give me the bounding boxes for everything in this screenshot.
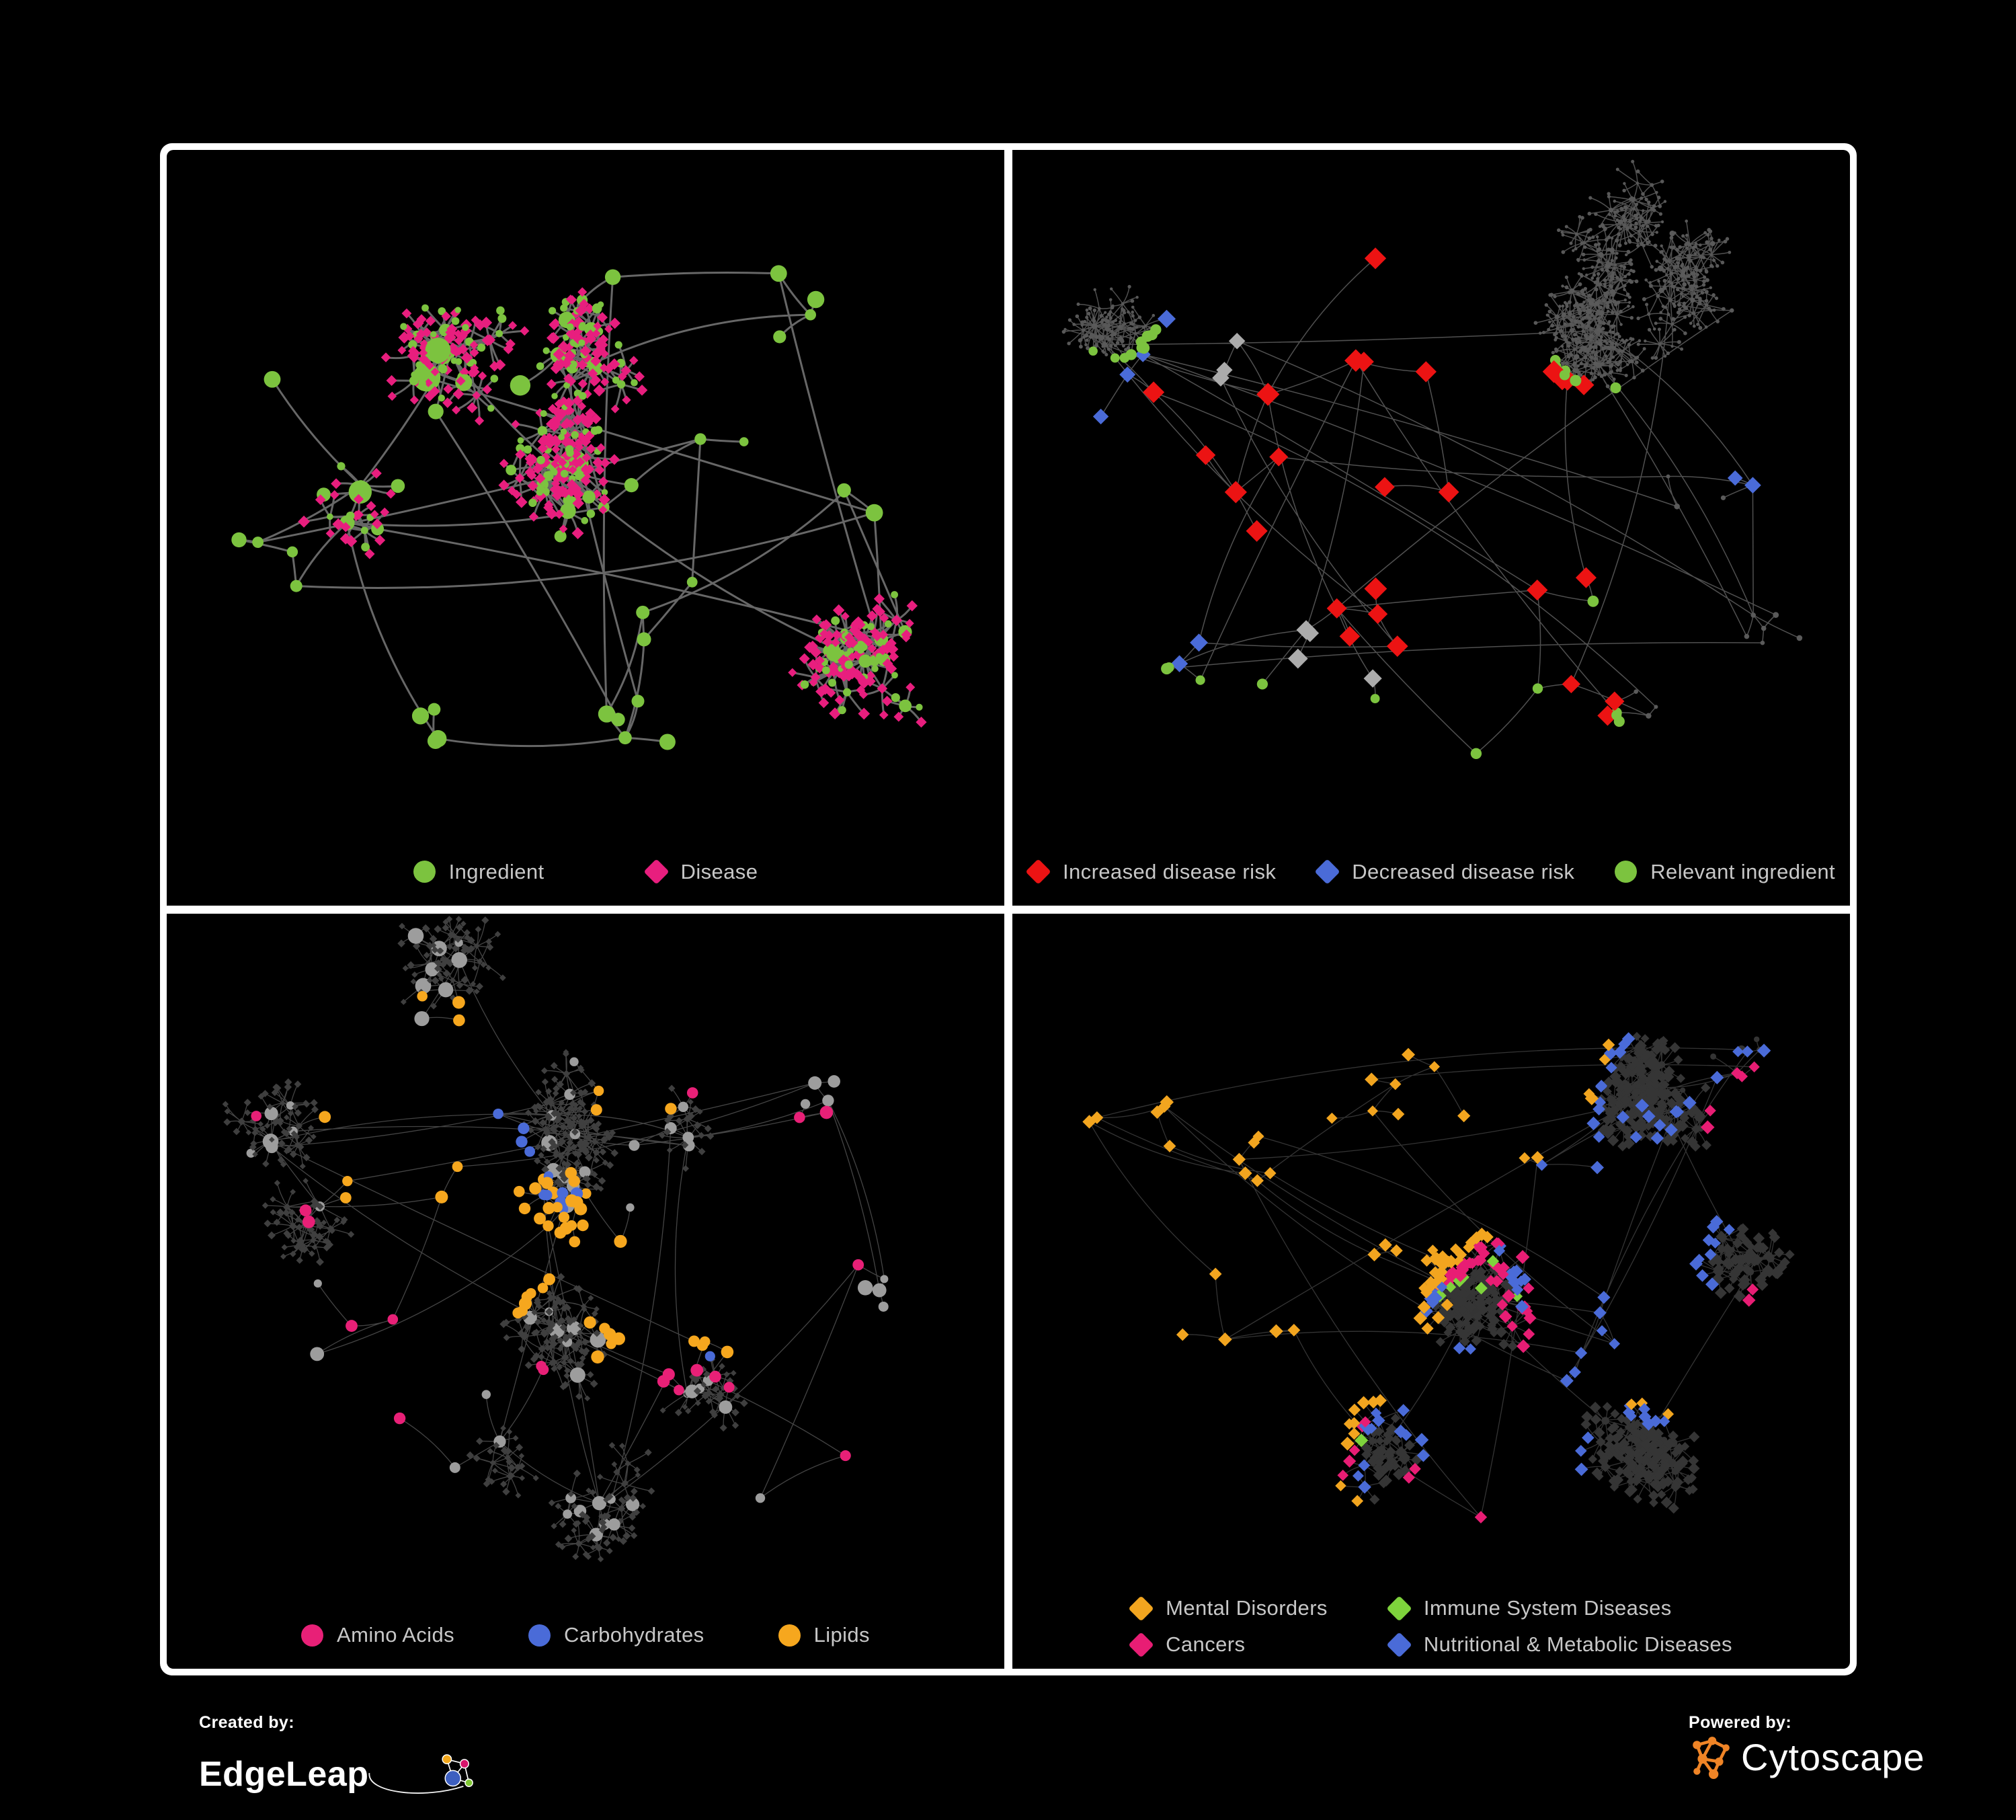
edgeleap-network-logo-icon (368, 1754, 473, 1794)
network-nutrient-classes (222, 915, 889, 1562)
legend-item-nutritional-metabolic-diseases: Nutritional & Metabolic Diseases (1386, 1631, 1732, 1658)
legend-label: Amino Acids (337, 1623, 455, 1647)
carbohydrates-circle-glyph (528, 1624, 551, 1647)
cytoscape-credit: Powered by: Cytoscape (1689, 1713, 1925, 1780)
legend-label: Lipids (813, 1623, 870, 1647)
legend-label: Mental Disorders (1166, 1596, 1328, 1620)
legend-label: Ingredient (448, 859, 545, 883)
lipids-circle-glyph (778, 1624, 801, 1647)
legend-item-relevant-ingredient: Relevant ingredient (1615, 860, 1835, 884)
cytoscape-wordmark: Cytoscape (1741, 1736, 1925, 1778)
highlight-nodes-layer (1082, 1031, 1771, 1524)
increased-disease-risk-diamond-glyph (1025, 859, 1051, 885)
network-disease-risk (1061, 159, 1803, 760)
legend-item-cancers: Cancers (1128, 1631, 1328, 1658)
legend-label: Carbohydrates (564, 1623, 704, 1647)
nodes-layer (1061, 159, 1803, 719)
legend-label: Nutritional & Metabolic Diseases (1423, 1632, 1732, 1656)
amino-acids-circle-glyph (301, 1624, 324, 1647)
legend-item-increased-disease-risk: Increased disease risk (1025, 859, 1277, 885)
legend-label: Decreased disease risk (1352, 859, 1575, 883)
immune-system-diseases-diamond-glyph (1386, 1595, 1412, 1622)
legend-label: Immune System Diseases (1423, 1596, 1672, 1620)
figure-frame: Ingredient Disease Increased disease risk… (160, 143, 1857, 1675)
edgeleap-credit: Created by: EdgeLeap (199, 1713, 474, 1815)
legend-item-decreased-disease-risk: Decreased disease risk (1314, 859, 1575, 885)
edges-layer (225, 918, 885, 1560)
legend-disease-risk: Increased disease risk Decreased disease … (1012, 859, 1850, 885)
legend-item-disease: Disease (643, 859, 758, 885)
decreased-disease-risk-diamond-glyph (1314, 859, 1340, 885)
disease-diamond-glyph (643, 859, 670, 885)
legend-item-mental-disorders: Mental Disorders (1128, 1595, 1328, 1622)
panel-ingredient-disease: Ingredient Disease (167, 150, 1004, 906)
nutritional-metabolic-diseases-diamond-glyph (1386, 1631, 1412, 1658)
legend-item-immune-system-diseases: Immune System Diseases (1386, 1595, 1732, 1622)
panel-nutrient-classes: Amino Acids Carbohydrates Lipids (167, 913, 1004, 1669)
created-by-label: Created by: (199, 1713, 294, 1732)
panels-grid: Ingredient Disease Increased disease risk… (167, 150, 1850, 1669)
highlight-nodes-layer (251, 990, 864, 1461)
nodes-layer (1361, 1031, 1795, 1513)
legend-disease-categories: Mental Disorders Immune System Diseases Ca… (1012, 1595, 1850, 1658)
network-ingredient-disease (231, 265, 927, 750)
legend-item-amino-acids: Amino Acids (301, 1623, 454, 1647)
powered-by-label: Powered by: (1689, 1713, 1792, 1732)
edgeleap-wordmark: EdgeLeap (199, 1755, 369, 1794)
legend-nutrient-classes: Amino Acids Carbohydrates Lipids (167, 1623, 1004, 1647)
mental-disorders-diamond-glyph (1128, 1595, 1154, 1622)
legend-label: Relevant ingredient (1650, 859, 1835, 883)
nodes-layer (231, 265, 927, 750)
cytoscape-logo-icon (1693, 1737, 1730, 1779)
cancers-diamond-glyph (1128, 1631, 1154, 1658)
panel-disease-risk: Increased disease risk Decreased disease … (1012, 150, 1850, 906)
highlight-nodes-layer (1088, 247, 1761, 760)
legend-label: Disease (680, 859, 758, 883)
legend-item-ingredient: Ingredient (413, 860, 545, 884)
legend-label: Increased disease risk (1063, 859, 1277, 883)
ingredient-circle-glyph (413, 861, 436, 883)
legend-item-lipids: Lipids (778, 1623, 870, 1647)
legend-label: Cancers (1166, 1632, 1246, 1656)
legend-ingredient-disease: Ingredient Disease (167, 859, 1004, 885)
network-disease-categories (1082, 1031, 1795, 1524)
relevant-ingredient-circle-glyph (1615, 861, 1638, 883)
legend-item-carbohydrates: Carbohydrates (528, 1623, 704, 1647)
panel-disease-categories: Mental Disorders Immune System Diseases Ca… (1012, 913, 1850, 1669)
